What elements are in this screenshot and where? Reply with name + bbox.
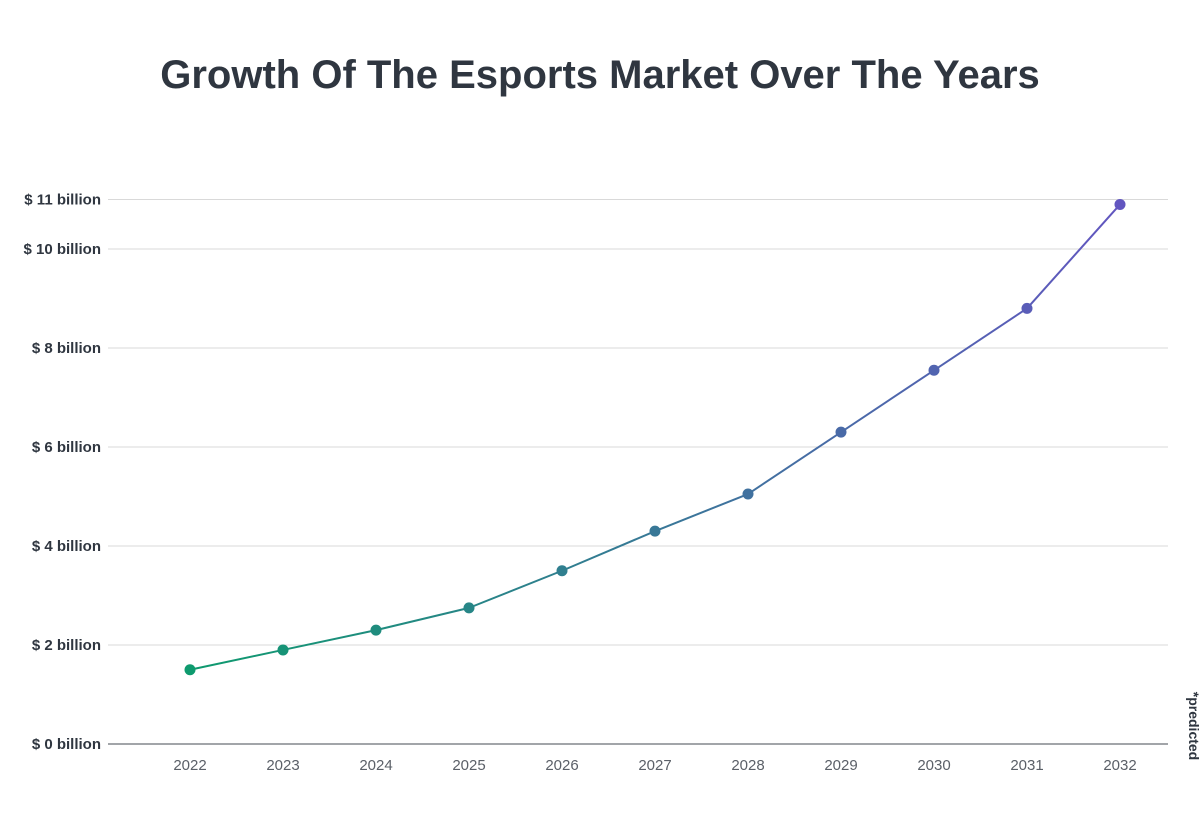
chart-title: Growth Of The Esports Market Over The Ye… bbox=[160, 53, 1040, 97]
x-tick-label: 2032 bbox=[1103, 757, 1136, 774]
x-tick-label: 2028 bbox=[731, 757, 764, 774]
x-tick-label: 2030 bbox=[917, 757, 950, 774]
y-tick-label: $ 6 billion bbox=[32, 439, 101, 456]
predicted-note: *predicted bbox=[1186, 692, 1200, 760]
data-point bbox=[184, 664, 196, 676]
x-axis-labels: 2022 2023 2024 2025 2026 2027 2028 2029 2030 2031… bbox=[173, 757, 1136, 774]
x-tick-label: 2022 bbox=[173, 757, 206, 774]
y-tick-label: $ 10 billion bbox=[23, 241, 101, 258]
y-axis-labels: $ 0 billion $ 2 billion $ 4 billion $ 6 bil… bbox=[23, 192, 101, 754]
x-tick-label: 2027 bbox=[638, 757, 671, 774]
data-point bbox=[370, 624, 382, 636]
data-point bbox=[649, 525, 661, 537]
x-tick-label: 2024 bbox=[359, 757, 392, 774]
data-point bbox=[1114, 198, 1126, 210]
x-tick-label: 2026 bbox=[545, 757, 578, 774]
data-point bbox=[556, 565, 568, 577]
y-tick-label: $ 11 billion bbox=[24, 192, 101, 209]
data-points bbox=[184, 198, 1126, 676]
y-tick-label: $ 8 billion bbox=[32, 340, 101, 357]
x-tick-label: 2031 bbox=[1010, 757, 1043, 774]
y-tick-label: $ 2 billion bbox=[32, 637, 101, 654]
series-line bbox=[189, 203, 1121, 671]
data-point bbox=[835, 426, 847, 438]
data-point bbox=[928, 364, 940, 376]
data-point bbox=[463, 602, 475, 614]
series-line-layer bbox=[189, 203, 1121, 671]
y-tick-label: $ 4 billion bbox=[32, 538, 101, 555]
x-tick-label: 2023 bbox=[266, 757, 299, 774]
data-point bbox=[277, 644, 289, 656]
x-tick-label: 2025 bbox=[452, 757, 485, 774]
data-point bbox=[1021, 302, 1033, 314]
data-point bbox=[742, 488, 754, 500]
x-tick-label: 2029 bbox=[824, 757, 857, 774]
y-tick-label: $ 0 billion bbox=[32, 736, 101, 753]
grid-layer bbox=[108, 199, 1168, 745]
